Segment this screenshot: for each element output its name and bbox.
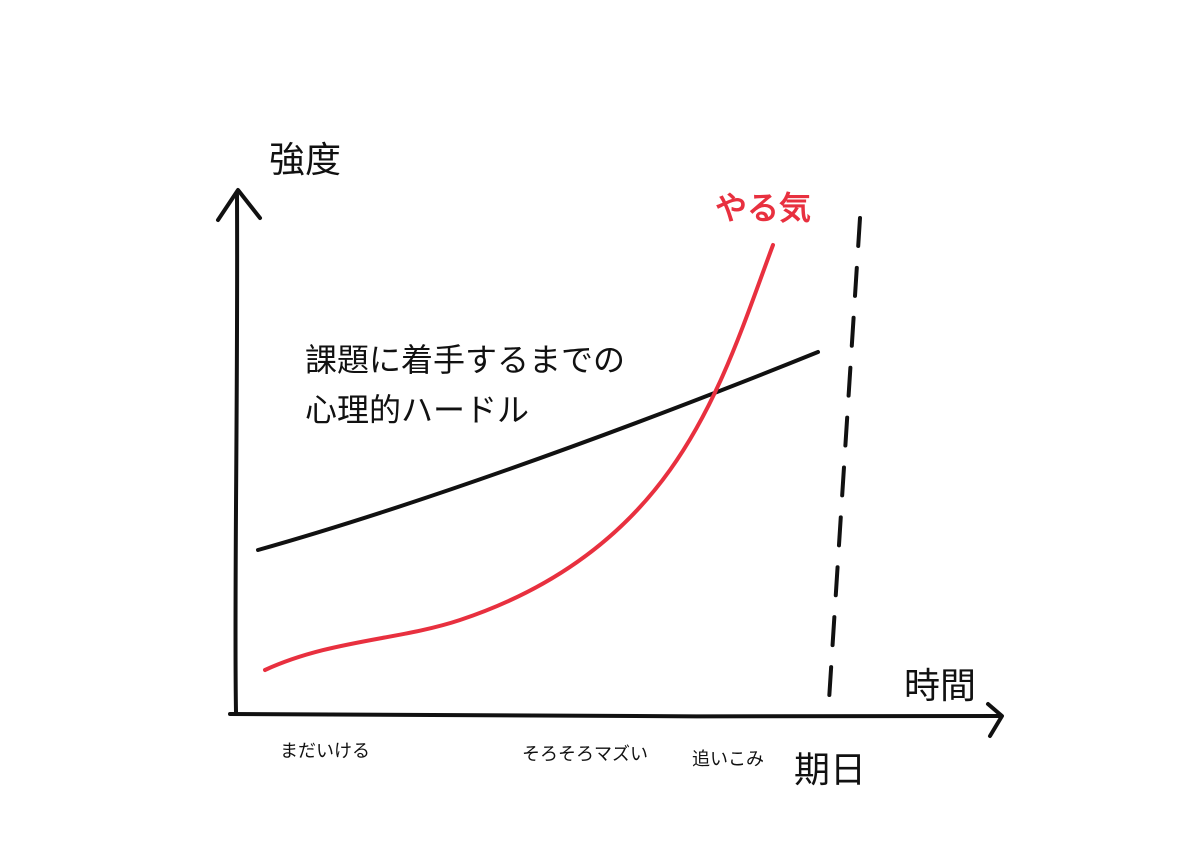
- phase-label: 追いこみ: [692, 749, 764, 770]
- y-axis-arrow: [216, 188, 262, 222]
- x-axis: [228, 712, 1002, 719]
- hurdle-line: [256, 350, 820, 552]
- hurdle-label: 課題に着手するまでの: [305, 341, 625, 379]
- deadline-line: [826, 216, 862, 718]
- motivation-label: やる気: [715, 189, 811, 227]
- deadline-label: 期日: [794, 750, 866, 791]
- y-axis-label: 強度: [269, 140, 341, 181]
- x-axis-label: 時間: [904, 666, 976, 707]
- phase-label: そろそろマズい: [522, 744, 648, 765]
- y-axis: [233, 193, 240, 714]
- hurdle-label: 心理的ハードル: [305, 391, 529, 429]
- motivation-curve: [263, 243, 775, 672]
- phase-label: まだいける: [280, 741, 370, 762]
- x-axis-arrow: [986, 702, 1004, 738]
